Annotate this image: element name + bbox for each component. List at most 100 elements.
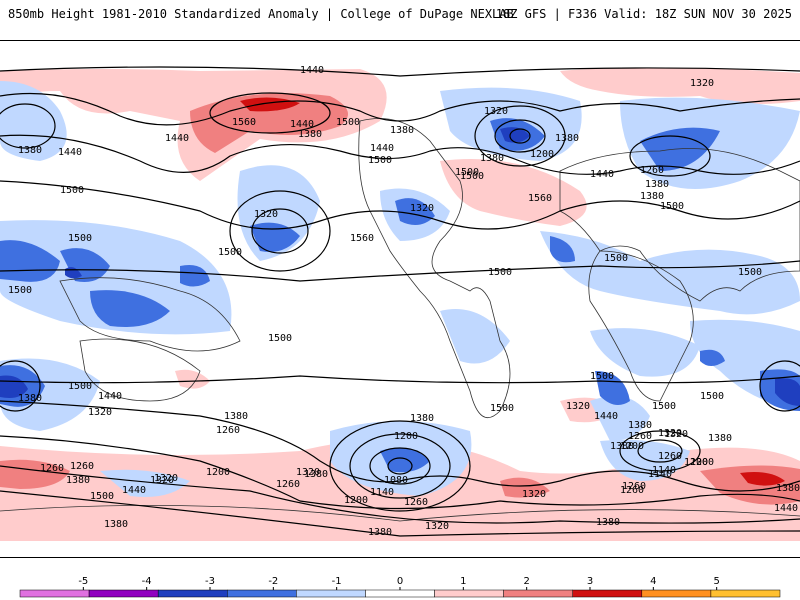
contour-labels: 1440 1320 1380 1440 1380 1500 1560 1440 … <box>8 65 800 538</box>
contour-label: 1320 <box>88 407 112 418</box>
contour-label: 1500 <box>490 403 514 414</box>
contour-label: 1380 <box>708 433 732 444</box>
contour-label: 1560 <box>528 193 552 204</box>
colorbar-segment <box>88 589 159 598</box>
colorbar-segment <box>227 589 297 598</box>
contour-label: 1320 <box>522 489 546 500</box>
contour-label: 1260 <box>70 461 94 472</box>
australia-outline <box>79 338 201 402</box>
contour-label: 1500 <box>455 167 479 178</box>
contour-label: 1500 <box>652 401 676 412</box>
map-frame: 1440 1320 1380 1440 1380 1500 1560 1440 … <box>0 40 800 558</box>
contour-label: 1500 <box>604 253 628 264</box>
contour-label: 1380 <box>555 133 579 144</box>
contour-label: 1140 <box>652 465 676 476</box>
contour-label: 1500 <box>68 233 92 244</box>
colorbar-tick-label: 4 <box>650 576 656 587</box>
contour-label: 1440 <box>774 503 798 514</box>
contour-label: 1500 <box>460 171 484 182</box>
contour-label: 1200 <box>690 457 714 468</box>
contour-label: 1380 <box>610 441 634 452</box>
contour-label: 1500 <box>268 333 292 344</box>
anomaly-map: 1440 1320 1380 1440 1380 1500 1560 1440 … <box>0 65 800 541</box>
contour-label: 1320 <box>566 401 590 412</box>
contour-label: 1380 <box>104 519 128 530</box>
run-info: 18Z GFS | F336 Valid: 18Z SUN NOV 30 202… <box>495 7 792 21</box>
contour-label: 1320 <box>254 209 278 220</box>
colorbar-segment <box>296 589 366 598</box>
contour-label: 1380 <box>645 179 669 190</box>
contour-label: 1380 <box>18 145 42 156</box>
contour-label: 1140 <box>370 487 394 498</box>
eurasia-outline <box>559 148 800 302</box>
contour-label: 1500 <box>68 381 92 392</box>
colorbar-tick-label: 0 <box>397 576 403 587</box>
colorbar-segment <box>19 589 90 598</box>
contour-label: 1380 <box>304 469 328 480</box>
contour-label: 1500 <box>738 267 762 278</box>
contour-label: 1440 <box>290 119 314 130</box>
contour-label: 1260 <box>628 431 652 442</box>
colorbar-tick-label: -1 <box>332 576 342 587</box>
contour-label: 1080 <box>384 475 408 486</box>
contour-label: 1500 <box>368 155 392 166</box>
contour-label: 1260 <box>622 481 646 492</box>
africa-outline <box>588 250 694 402</box>
height-contours <box>0 66 800 537</box>
colorbar-tick-label: 5 <box>713 576 719 587</box>
contour-label: 1320 <box>484 106 508 117</box>
contour-label: 1380 <box>18 393 42 404</box>
antarctica-outline <box>0 504 800 522</box>
contour-label: 1260 <box>658 451 682 462</box>
contour-label: 1440 <box>122 485 146 496</box>
contour-label: 1260 <box>404 497 428 508</box>
contour-label: 1500 <box>660 201 684 212</box>
contour-label: 1380 <box>66 475 90 486</box>
contour-label: 1380 <box>480 153 504 164</box>
colorbar-segment <box>503 589 573 598</box>
contour-label: 1500 <box>336 117 360 128</box>
colorbar-tick-label: -4 <box>142 576 152 587</box>
colorbar-segment <box>157 589 228 598</box>
contour-label: 1380 <box>298 129 322 140</box>
contour-label: 1560 <box>232 117 256 128</box>
contour-label: 1500 <box>60 185 84 196</box>
contour-label: 1260 <box>216 425 240 436</box>
contour-label: 1440 <box>590 169 614 180</box>
contour-label: 1440 <box>165 133 189 144</box>
contour-label: 1320 <box>664 429 688 440</box>
contour-label: 1440 <box>58 147 82 158</box>
colorbar-tick-label: 2 <box>523 576 529 587</box>
contour-label: 1200 <box>620 441 644 452</box>
colorbar-svg: -5 -4 -3 -2 -1 0 1 2 3 4 5 <box>19 576 781 598</box>
contour-label: 1500 <box>218 247 242 258</box>
contour-label: 1380 <box>368 527 392 538</box>
contour-label: 1440 <box>300 65 324 76</box>
contour-label: 1380 <box>776 483 800 494</box>
contour-label: 1320 <box>154 473 178 484</box>
colorbar-tick-label: -3 <box>205 576 215 587</box>
contour-label: 1260 <box>276 479 300 490</box>
colorbar-tick-label: 3 <box>587 576 593 587</box>
map-title: 850mb Height 1981-2010 Standardized Anom… <box>8 7 514 21</box>
contour-label: 1380 <box>390 125 414 136</box>
contour-label: 1500 <box>488 267 512 278</box>
colorbar-segments <box>19 589 781 598</box>
contour-label: 1440 <box>98 391 122 402</box>
contour-label: 1200 <box>206 467 230 478</box>
contour-label: 1440 <box>594 411 618 422</box>
contour-label: 1380 <box>224 411 248 422</box>
colorbar: -5 -4 -3 -2 -1 0 1 2 3 4 5 <box>0 570 800 600</box>
contour-label: 1260 <box>40 463 64 474</box>
contour-label: 1500 <box>700 391 724 402</box>
contour-label: 1320 <box>410 203 434 214</box>
contour-label: 1320 <box>296 467 320 478</box>
contour-label: 1440 <box>370 143 394 154</box>
contour-label: 1200 <box>684 457 708 468</box>
colorbar-segment <box>572 589 643 598</box>
contour-label: 1320 <box>658 428 682 439</box>
maritime-asia-outline <box>59 277 241 352</box>
contour-label: 1500 <box>8 285 32 296</box>
colorbar-segment <box>710 589 781 598</box>
colorbar-segment <box>365 589 435 598</box>
